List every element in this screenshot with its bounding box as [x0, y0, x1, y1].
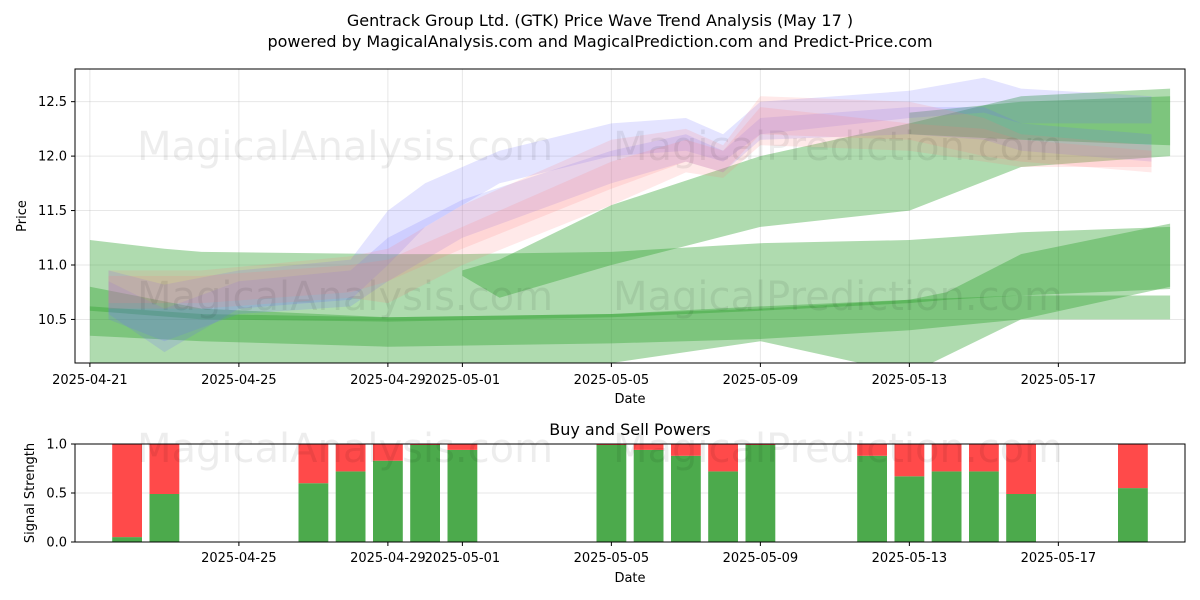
buy-sell-title: Buy and Sell Powers	[549, 420, 711, 439]
signal-x-tick-label: 2025-05-01	[425, 551, 501, 566]
price-bands	[89, 77, 1171, 363]
price-x-tick-label: 2025-05-01	[425, 373, 501, 388]
price-x-tick-label: 2025-05-13	[872, 373, 948, 388]
sell-bar	[633, 444, 664, 450]
signal-x-label: Date	[614, 571, 645, 586]
price-wave-chart: MagicalAnalysis.com MagicalPrediction.co…	[15, 68, 1186, 407]
price-band-green-0	[89, 226, 1171, 363]
sell-bar	[373, 444, 403, 461]
watermark-prediction-top: MagicalPrediction.com	[613, 124, 1063, 170]
signal-x-tick-label: 2025-04-25	[201, 551, 277, 566]
sell-bar	[857, 444, 887, 456]
signal-y-tick-label: 0.0	[46, 536, 67, 551]
price-band-blue-5	[108, 77, 1152, 353]
sell-bar	[969, 444, 999, 472]
sell-bar	[671, 444, 701, 456]
price-grid	[75, 69, 1185, 363]
buy-bar	[596, 445, 627, 542]
price-x-label: Date	[614, 392, 645, 407]
buy-bar	[298, 483, 329, 542]
sell-bar	[447, 444, 478, 450]
price-band-green-1	[89, 286, 1171, 347]
price-x-tick-label: 2025-05-05	[574, 373, 650, 388]
signal-x-tick-label: 2025-05-05	[574, 551, 650, 566]
price-x-tick-label: 2025-05-09	[723, 373, 799, 388]
sell-bar	[894, 444, 925, 477]
sell-bar	[112, 444, 142, 538]
watermark-analysis-top: MagicalAnalysis.com	[137, 124, 553, 170]
signal-y-axis: 0.0 0.5 1.0	[46, 438, 75, 551]
buy-bar	[969, 471, 999, 542]
price-y-axis: 10.5 11.0 11.5 12.0 12.5	[38, 95, 75, 328]
price-y-tick-label: 10.5	[38, 313, 67, 328]
sell-bar	[149, 444, 180, 494]
watermark-prediction-bottom: MagicalPrediction.com	[613, 426, 1063, 472]
price-band-green-3	[462, 88, 1171, 298]
price-band-blue-6	[108, 107, 1152, 342]
buy-bar	[335, 471, 366, 542]
buy-bar	[633, 449, 664, 542]
chart-subtitle: powered by MagicalAnalysis.com and Magic…	[267, 32, 932, 51]
watermark-analysis-mid: MagicalAnalysis.com	[137, 274, 553, 320]
sell-bar	[298, 444, 329, 484]
price-plot-frame	[74, 68, 1186, 364]
buy-bar	[894, 476, 925, 542]
price-y-tick-label: 11.5	[38, 204, 67, 219]
signal-y-tick-label: 0.5	[46, 487, 67, 502]
chart-title: Gentrack Group Ltd. (GTK) Price Wave Tre…	[347, 11, 853, 30]
signal-x-tick-label: 2025-05-09	[723, 551, 799, 566]
buy-bar	[373, 460, 403, 542]
sell-bar	[1006, 444, 1036, 494]
signal-y-tick-label: 1.0	[46, 438, 67, 453]
watermark-prediction-mid: MagicalPrediction.com	[613, 274, 1063, 320]
signal-x-tick-label: 2025-05-17	[1021, 551, 1097, 566]
price-y-tick-label: 12.0	[38, 150, 67, 165]
buy-bar	[112, 537, 142, 542]
price-x-tick-label: 2025-04-29	[350, 373, 426, 388]
signal-y-label: Signal Strength	[23, 443, 38, 543]
price-x-tick-label: 2025-04-25	[201, 373, 277, 388]
price-y-tick-label: 11.0	[38, 259, 67, 274]
buy-bar	[447, 449, 478, 542]
buy-bar	[1006, 494, 1036, 542]
price-x-axis: 2025-04-21 2025-04-25 2025-04-292025-05-01…	[52, 363, 1096, 388]
price-y-tick-label: 12.5	[38, 95, 67, 110]
buy-sell-chart: Buy and Sell Powers MagicalAnalysis.com …	[23, 420, 1186, 586]
signal-bars	[112, 444, 1148, 542]
sell-bar	[708, 444, 738, 472]
price-y-label: Price	[15, 200, 30, 232]
buy-bar	[410, 445, 440, 542]
buy-bar	[857, 455, 887, 542]
signal-x-tick-label: 2025-05-13	[872, 551, 948, 566]
signal-x-tick-label: 2025-04-29	[350, 551, 426, 566]
price-band-green-4	[909, 96, 1171, 146]
buy-bar	[708, 471, 738, 542]
watermark-analysis-bottom: MagicalAnalysis.com	[137, 426, 553, 472]
buy-bar	[1118, 488, 1148, 542]
price-band-red-7	[108, 96, 1152, 304]
buy-bar	[149, 494, 180, 542]
sell-bar	[1118, 444, 1148, 489]
sell-bar	[335, 444, 366, 472]
price-x-tick-label: 2025-04-21	[52, 373, 128, 388]
sell-bar	[931, 444, 962, 472]
price-band-red-8	[108, 107, 1152, 309]
buy-bar	[671, 455, 701, 542]
price-x-tick-label: 2025-05-17	[1021, 373, 1097, 388]
buy-bar	[931, 471, 962, 542]
buy-bar	[745, 445, 776, 542]
